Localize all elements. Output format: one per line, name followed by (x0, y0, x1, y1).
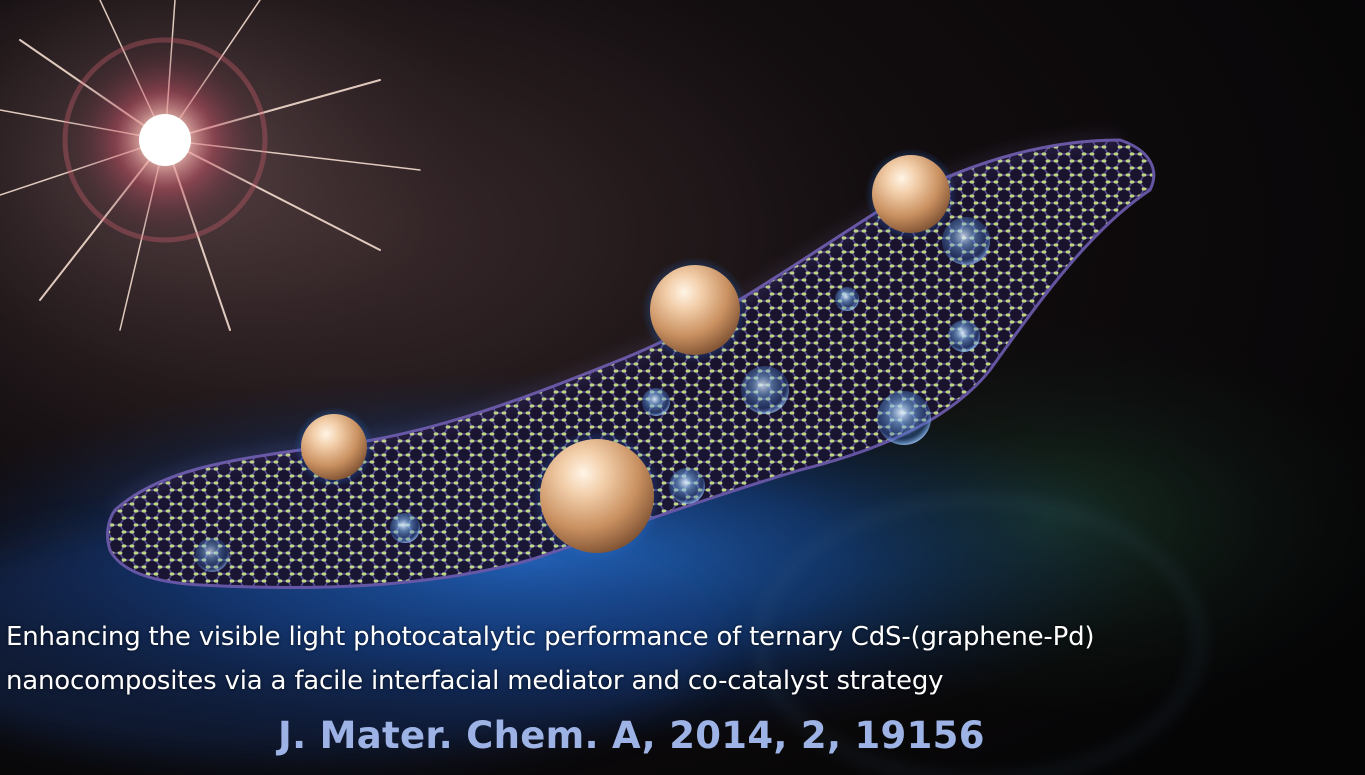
bubble (835, 287, 859, 311)
pd-sphere (650, 265, 740, 355)
bubble (877, 391, 931, 445)
caption-line-2: nanocomposites via a facile interfacial … (6, 666, 944, 696)
bubble (390, 513, 420, 543)
pd-sphere (872, 155, 950, 233)
journal-citation: J. Mater. Chem. A, 2014, 2, 19156 (278, 714, 985, 757)
bubble (642, 388, 670, 416)
pd-sphere (540, 439, 654, 553)
bubble (942, 217, 990, 265)
caption-line-1: Enhancing the visible light photocatalyt… (6, 622, 1095, 652)
background-ring (757, 497, 1203, 775)
bubble (669, 468, 705, 504)
pd-spheres (294, 148, 957, 562)
bubble (195, 538, 229, 572)
pd-sphere (301, 414, 367, 480)
bubble (741, 366, 789, 414)
bubble (948, 320, 980, 352)
sun-flare-icon (0, 0, 500, 410)
bubbles (195, 217, 990, 572)
